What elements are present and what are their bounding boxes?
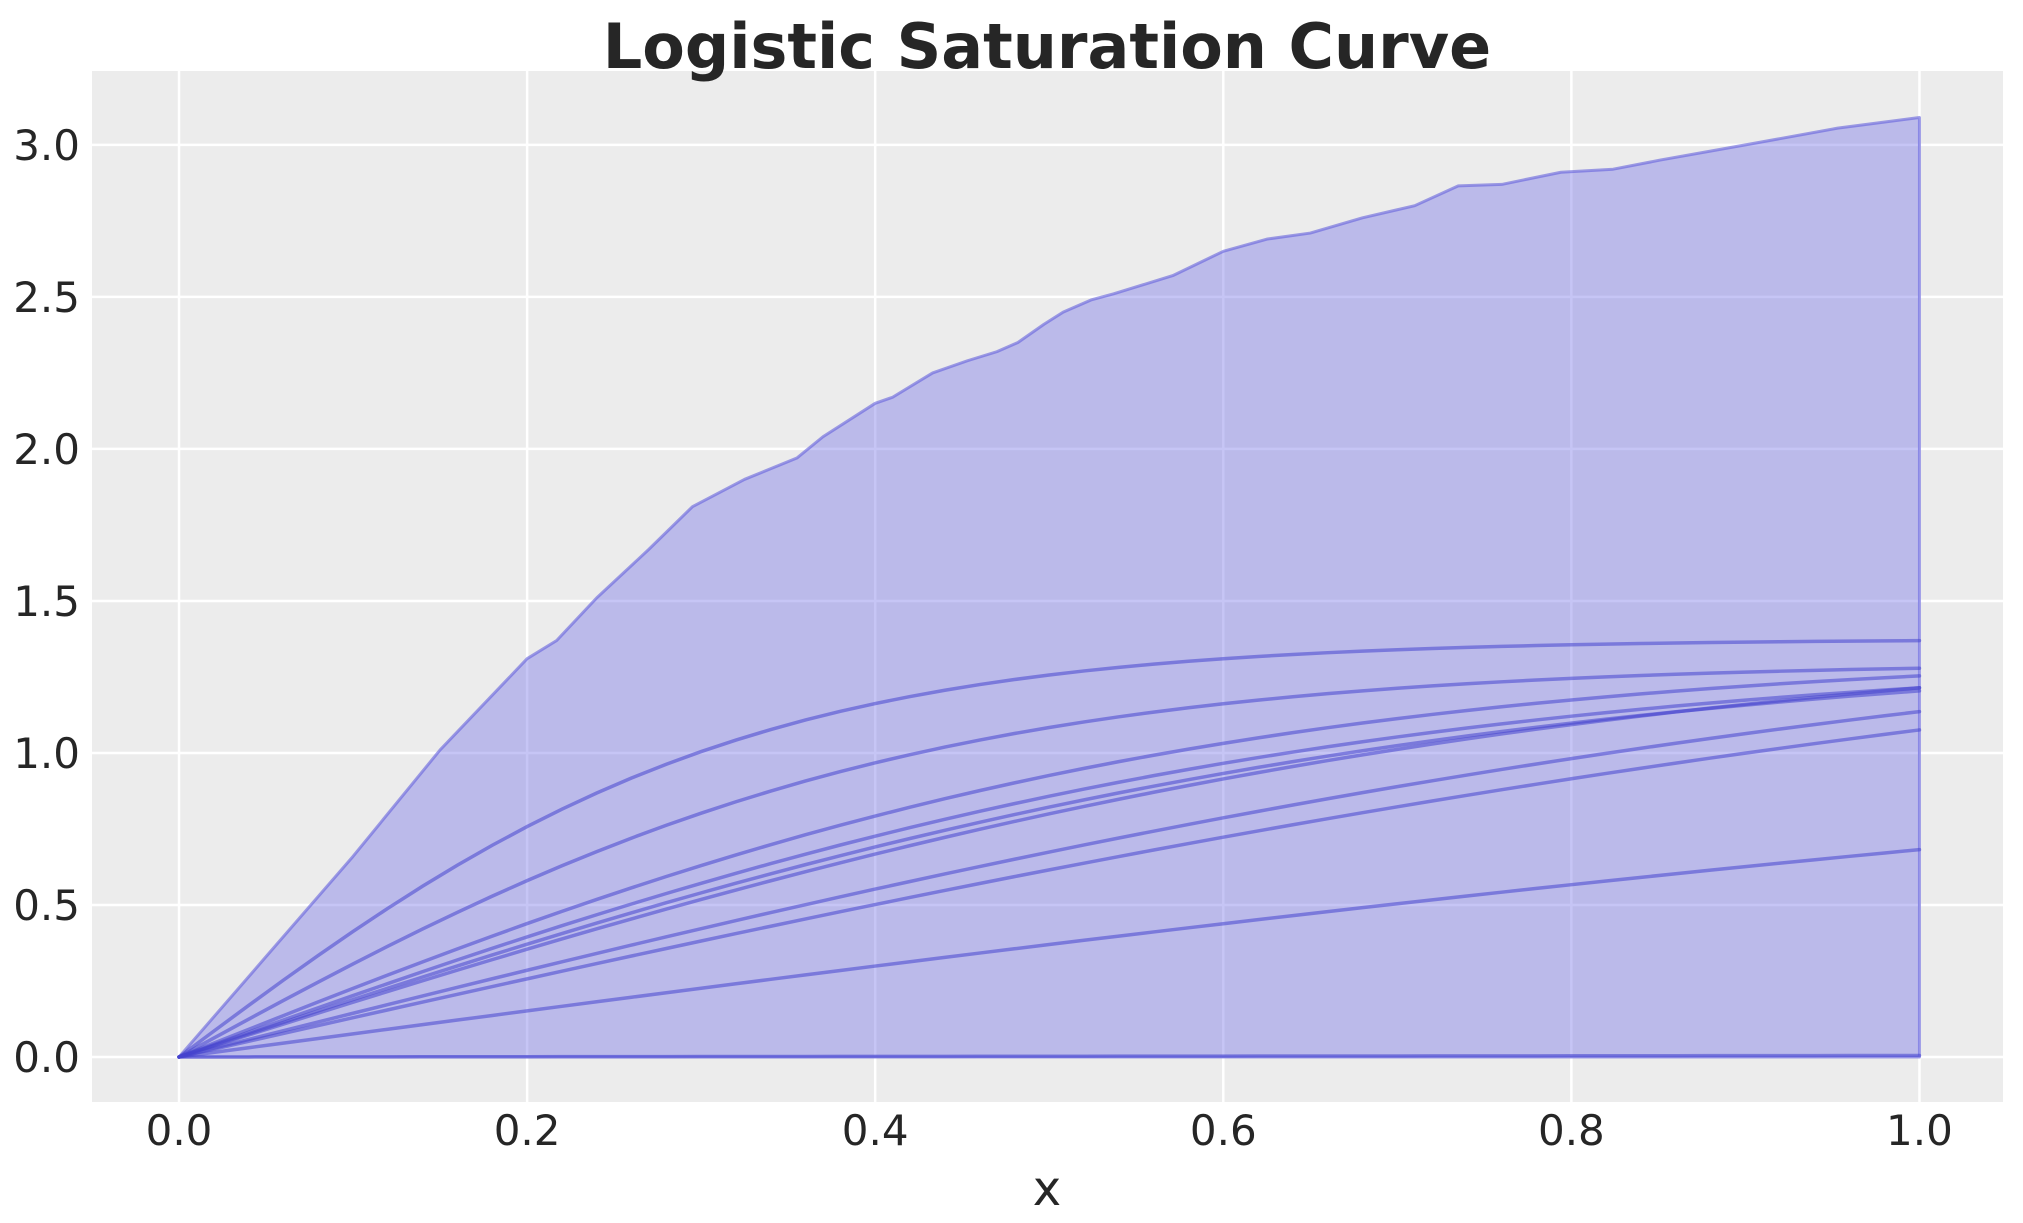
y-axis-tick-labels: 0.0 0.5 1.0 1.5 2.0 2.5 3.0 [13, 121, 80, 1082]
y-tick-label: 0.5 [13, 881, 80, 930]
saturation-curve [177, 728, 1922, 1059]
saturation-curve [177, 847, 1922, 1059]
saturation-curve [177, 709, 1922, 1059]
y-tick-label: 3.0 [13, 121, 80, 170]
saturation-curve [177, 1053, 1922, 1059]
y-tick-label: 2.5 [13, 273, 80, 322]
x-tick-label: 0.8 [1538, 1106, 1605, 1155]
x-axis-tick-labels: 0.0 0.2 0.4 0.6 0.8 1.0 [146, 1106, 1953, 1155]
x-axis-label: x [1033, 1161, 1061, 1217]
x-tick-label: 1.0 [1886, 1106, 1953, 1155]
y-tick-label: 1.5 [13, 577, 80, 626]
saturation-curve [177, 686, 1922, 1059]
y-tick-label: 2.0 [13, 425, 80, 474]
saturation-curve [177, 666, 1922, 1059]
x-tick-label: 0.6 [1190, 1106, 1257, 1155]
chart-title: Logistic Saturation Curve [603, 10, 1491, 83]
saturation-curve [177, 674, 1922, 1059]
x-tick-label: 0.2 [494, 1106, 561, 1155]
y-tick-label: 0.0 [13, 1033, 80, 1082]
x-tick-label: 0.0 [146, 1106, 213, 1155]
saturation-curve [177, 638, 1922, 1059]
saturation-envelope-band [177, 116, 1921, 1059]
envelope-area [177, 116, 1921, 1059]
x-tick-label: 0.4 [842, 1106, 909, 1155]
saturation-curve [177, 686, 1922, 1059]
saturation-curves [177, 638, 1922, 1059]
plot-area [92, 71, 2003, 1102]
y-tick-label: 1.0 [13, 729, 80, 778]
